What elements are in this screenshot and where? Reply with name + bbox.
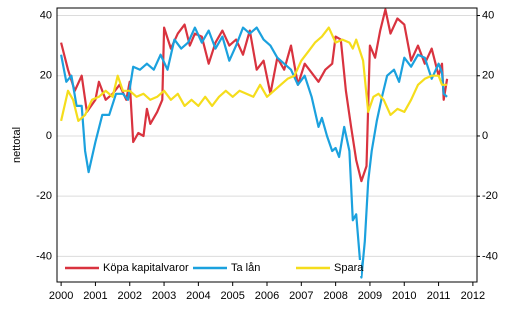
x-tick-label: 2004 bbox=[186, 290, 210, 302]
x-tick-label: 2000 bbox=[49, 290, 73, 302]
x-tick-label: 2006 bbox=[255, 290, 279, 302]
line-series bbox=[60, 26, 448, 122]
legend-label: Spara bbox=[334, 262, 364, 274]
y2-tick-label: 20 bbox=[482, 70, 494, 82]
x-tick-label: 2007 bbox=[289, 290, 313, 302]
line-series bbox=[60, 26, 448, 279]
y2-tick-label: 40 bbox=[482, 9, 494, 21]
y-tick-label: -20 bbox=[36, 190, 52, 202]
y2-tick-label: 0 bbox=[482, 130, 488, 142]
y-tick-label: 40 bbox=[40, 9, 52, 21]
y-axis-label: nettotal bbox=[11, 127, 23, 163]
x-tick-label: 2009 bbox=[358, 290, 382, 302]
x-tick-label: 2012 bbox=[461, 290, 485, 302]
y-tick-label: 0 bbox=[46, 130, 52, 142]
x-tick-label: 2011 bbox=[427, 290, 451, 302]
y-tick-label: -40 bbox=[36, 250, 52, 262]
plot-frame bbox=[56, 7, 478, 283]
legend-label: Ta lån bbox=[231, 262, 260, 274]
x-tick-label: 2008 bbox=[323, 290, 347, 302]
y-tick-label: 20 bbox=[40, 70, 52, 82]
x-tick-label: 2001 bbox=[83, 290, 107, 302]
y2-tick-label: -40 bbox=[482, 250, 498, 262]
x-tick-label: 2005 bbox=[220, 290, 244, 302]
x-tick-label: 2003 bbox=[152, 290, 176, 302]
x-tick-label: 2010 bbox=[392, 290, 416, 302]
legend-label: Köpa kapitalvaror bbox=[103, 262, 189, 274]
line-series bbox=[60, 8, 449, 183]
y2-tick-label: -20 bbox=[482, 190, 498, 202]
x-tick-label: 2002 bbox=[118, 290, 142, 302]
